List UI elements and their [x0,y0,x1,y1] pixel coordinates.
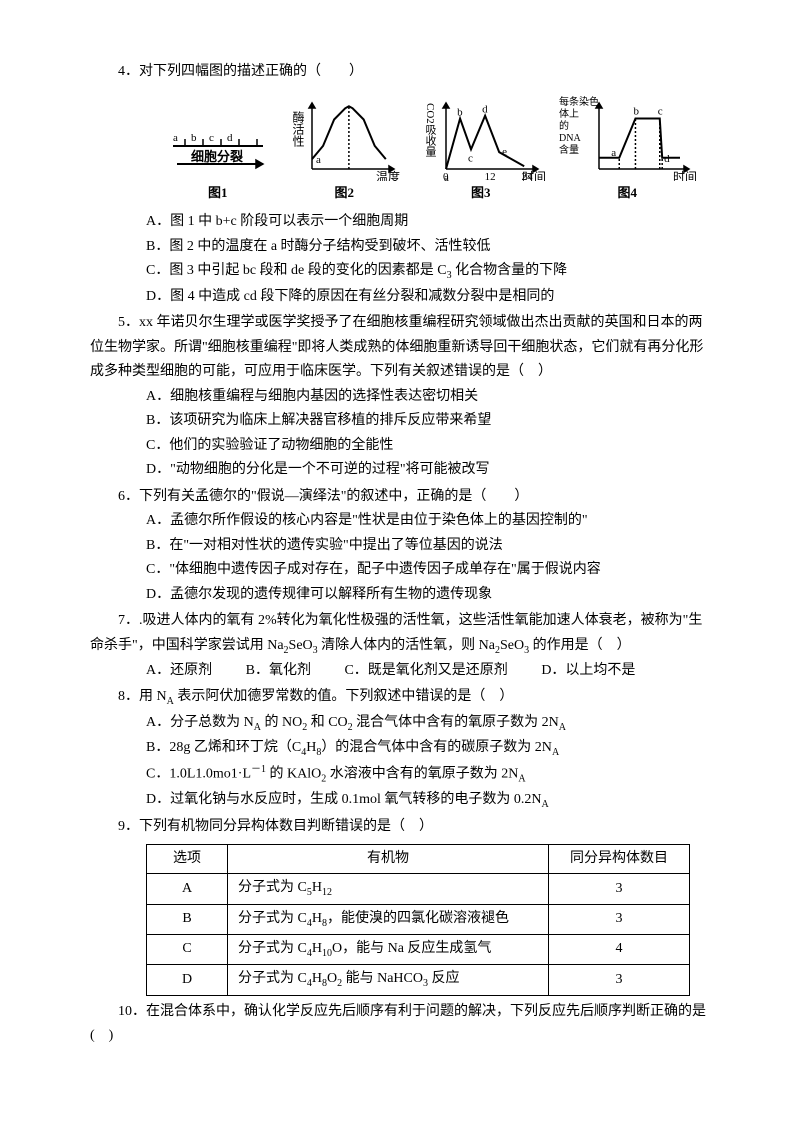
svg-text:每条染色: 每条染色 [559,95,599,108]
svg-text:b: b [634,105,640,117]
q6-opt-b: B．在"一对相对性状的遗传实验"中提出了等位基因的说法 [90,534,710,559]
chart-1: a bc d 细胞分裂 图1 [163,91,273,205]
svg-text:时间: 时间 [673,170,697,181]
q7-options: A．还原剂 B．氧化剂 C．既是氧化剂又是还原剂 D．以上均不是 [90,659,710,684]
svg-text:a: a [173,132,178,144]
chart-2-label: 图2 [284,182,404,205]
q4-charts: abcd细胞分裂 图1 酶活性温度a 图2 CO2吸收量时间abcde01224… [150,91,710,205]
q8-stem: 8．用 NA 表示阿伏加德罗常数的值。下列叙述中错误的是（ ） [90,685,710,710]
q4-stem: 4．对下列四幅图的描述正确的（ ） [90,60,710,85]
svg-text:b: b [191,132,197,144]
svg-text:b: b [457,106,463,118]
q5-opt-d: D．"动物细胞的分化是一个不可逆的过程"将可能被改写 [90,458,710,483]
svg-text:c: c [209,132,214,144]
svg-text:细胞分裂: 细胞分裂 [191,149,244,164]
chart-3-label: 图3 [416,182,546,205]
svg-text:a: a [612,146,617,158]
question-6: 6．下列有关孟德尔的"假说—演绎法"的叙述中，正确的是（ ） A．孟德尔所作假设… [90,485,710,608]
q7-opt-b: B．氧化剂 [246,659,311,684]
chart-4-label: 图4 [557,182,697,205]
svg-text:e: e [502,146,507,158]
svg-text:24: 24 [521,171,533,181]
q5-opt-b: B．该项研究为临床上解决器官移植的排斥反应带来希望 [90,409,710,434]
q5-opt-c: C．他们的实验验证了动物细胞的全能性 [90,434,710,459]
q4-opt-c: C．图 3 中引起 bc 段和 de 段的变化的因素都是 C3 化合物含量的下降 [90,259,710,284]
q6-opt-a: A．孟德尔所作假设的核心内容是"性状是由位于染色体上的基因控制的" [90,509,710,534]
table-row: A分子式为 C5H123 [147,874,690,904]
q7-opt-d: D．以上均不是 [541,659,635,684]
q5-opt-a: A．细胞核重编程与细胞内基因的选择性表达密切相关 [90,385,710,410]
q9-th-2: 同分异构体数目 [549,844,690,874]
q9-stem: 9．下列有机物同分异构体数目判断错误的是（ ） [90,815,710,840]
svg-text:CO2吸收量: CO2吸收量 [424,103,437,157]
table-row: C分子式为 C4H10O，能与 Na 反应生成氢气4 [147,935,690,965]
q9-th-1: 有机物 [228,844,549,874]
q9-th-0: 选项 [147,844,228,874]
chart-4: 每条染色体上的DNA含量时间 a b c d 图4 [557,91,697,205]
chart-2: 酶活性温度 a 图2 [284,91,404,205]
svg-text:温度: 温度 [376,169,400,181]
question-10: 10．在混合体系中，确认化学反应先后顺序有利于问题的解决，下列反应先后顺序判断正… [90,1000,710,1049]
q8-opt-d: D．过氧化钠与水反应时，生成 0.1mol 氧气转移的电子数为 0.2NA [90,788,710,813]
svg-text:12: 12 [484,171,495,181]
q8-opt-c: C．1.0L1.0mo1·L－1 的 KAlO2 水溶液中含有的氧原子数为 2N… [90,761,710,788]
question-7: 7．.吸进人体内的氧有 2%转化为氧化性极强的活性氧，这些活性氧能加速人体衰老，… [90,609,710,683]
question-9: 9．下列有机物同分异构体数目判断错误的是（ ） 选项 有机物 同分异构体数目 A… [90,815,710,995]
svg-text:d: d [664,152,670,164]
svg-text:c: c [658,105,663,117]
q9-table: 选项 有机物 同分异构体数目 A分子式为 C5H123B分子式为 C4H8，能使… [146,844,690,996]
q5-stem: 5．xx 年诺贝尔生理学或医学奖授予了在细胞核重编程研究领域做出杰出贡献的英国和… [90,311,710,385]
q6-opt-c: C．"体细胞中遗传因子成对存在，配子中遗传因子成单存在"属于假说内容 [90,558,710,583]
q4-opt-b: B．图 2 中的温度在 a 时酶分子结构受到破坏、活性较低 [90,235,710,260]
q6-opt-d: D．孟德尔发现的遗传规律可以解释所有生物的遗传现象 [90,583,710,608]
q4-opt-a: A．图 1 中 b+c 阶段可以表示一个细胞周期 [90,210,710,235]
q8-opt-b: B．28g 乙烯和环丁烷（C4H8）的混合气体中含有的碳原子数为 2NA [90,736,710,761]
svg-text:0: 0 [443,171,449,181]
svg-text:的: 的 [559,119,569,132]
table-row: B分子式为 C4H8，能使溴的四氯化碳溶液褪色3 [147,904,690,934]
q8-opt-a: A．分子总数为 NA 的 NO2 和 CO2 混合气体中含有的氧原子数为 2NA [90,711,710,736]
svg-text:c: c [468,152,473,164]
svg-text:酶活性: 酶活性 [291,109,305,147]
svg-text:含量: 含量 [559,143,579,156]
q10-stem: 10．在混合体系中，确认化学反应先后顺序有利于问题的解决，下列反应先后顺序判断正… [90,1000,710,1049]
q4-opt-d: D．图 4 中造成 cd 段下降的原因在有丝分裂和减数分裂中是相同的 [90,285,710,310]
question-8: 8．用 NA 表示阿伏加德罗常数的值。下列叙述中错误的是（ ） A．分子总数为 … [90,685,710,813]
table-row: D分子式为 C4H8O2 能与 NaHCO3 反应3 [147,965,690,995]
chart-1-label: 图1 [163,182,273,205]
q6-stem: 6．下列有关孟德尔的"假说—演绎法"的叙述中，正确的是（ ） [90,485,710,510]
svg-text:DNA: DNA [559,133,581,144]
svg-text:体上: 体上 [559,108,579,120]
svg-text:d: d [482,103,488,115]
question-5: 5．xx 年诺贝尔生理学或医学奖授予了在细胞核重编程研究领域做出杰出贡献的英国和… [90,311,710,483]
q7-opt-c: C．既是氧化剂又是还原剂 [344,659,507,684]
chart-3: CO2吸收量时间abcde01224 图3 [416,91,546,205]
q7-stem: 7．.吸进人体内的氧有 2%转化为氧化性极强的活性氧，这些活性氧能加速人体衰老，… [90,609,710,659]
question-4: 4．对下列四幅图的描述正确的（ ） abcd细胞分裂 图1 酶活性温度a 图2 … [90,60,710,309]
svg-text:d: d [227,132,233,144]
svg-text:a: a [316,154,321,166]
q7-opt-a: A．还原剂 [146,659,212,684]
